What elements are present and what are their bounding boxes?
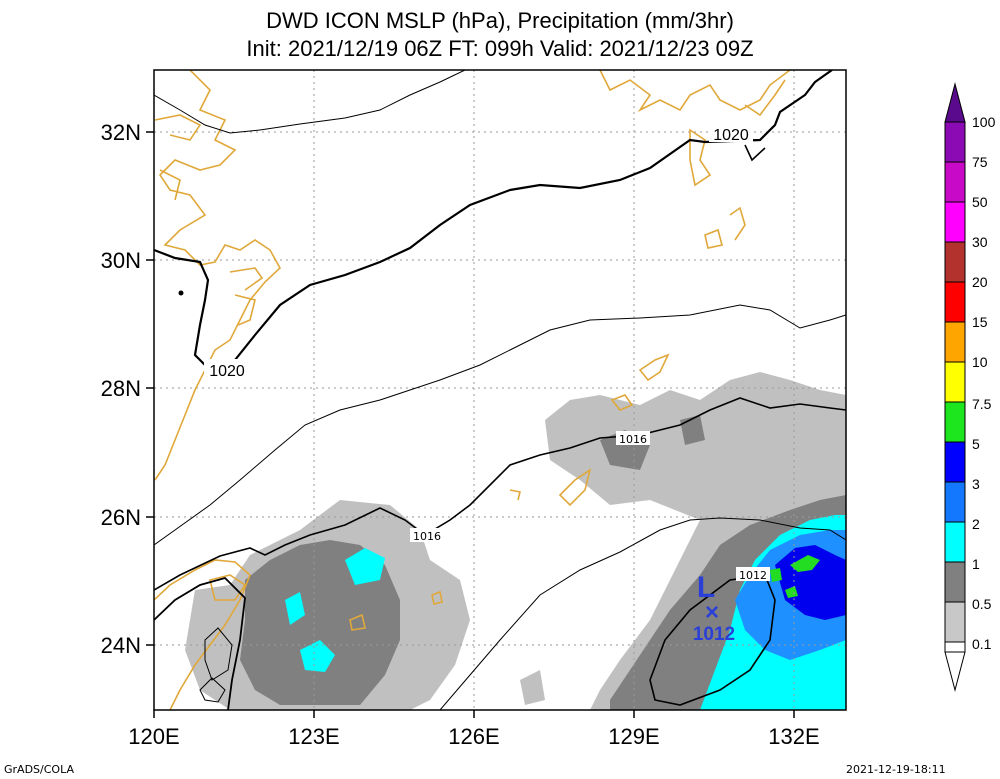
isobars	[154, 70, 846, 710]
footer-software-credit: GrADS/COLA	[4, 763, 74, 776]
colorbar-label: 100	[972, 114, 996, 130]
colorbar-label: 3	[972, 476, 980, 492]
lon-label-123e: 123E	[288, 724, 339, 749]
colorbar-label: 7.5	[972, 396, 992, 412]
lat-label-28n: 28N	[101, 376, 141, 401]
plot-border	[153, 69, 847, 711]
colorbar	[944, 82, 966, 692]
precip-green	[770, 555, 820, 598]
isobar-label-1020-ne: 1020	[713, 127, 749, 144]
isobar-label-1016-w: 1016	[413, 530, 441, 543]
colorbar-label: 2	[972, 516, 980, 532]
colorbar-label: 0.5	[972, 596, 992, 612]
low-symbol: L	[697, 571, 715, 604]
colorbar-label: 10	[972, 354, 988, 370]
lat-label-30n: 30N	[101, 248, 141, 273]
lon-label-129e: 129E	[608, 724, 659, 749]
colorbar-label: 5	[972, 436, 980, 452]
isobar-label-1020-w: 1020	[209, 363, 245, 380]
isobar-label-1012: 1012	[739, 569, 767, 582]
colorbar-label: 30	[972, 234, 988, 250]
colorbar-label: 0.1	[972, 636, 992, 652]
lon-label-126e: 126E	[448, 724, 499, 749]
map-title: DWD ICON MSLP (hPa), Precipitation (mm/3…	[266, 8, 734, 33]
lat-label-24n: 24N	[101, 633, 141, 658]
footer-timestamp: 2021-12-19-18:11	[846, 763, 946, 776]
coastlines	[154, 70, 791, 710]
lon-label-120e: 120E	[128, 724, 179, 749]
colorbar-label: 50	[972, 194, 988, 210]
lat-label-26n: 26N	[101, 505, 141, 530]
low-pressure-value: 1012	[693, 624, 735, 645]
lon-label-132e: 132E	[768, 724, 819, 749]
map-subtitle: Init: 2021/12/19 06Z FT: 099h Valid: 202…	[246, 36, 754, 61]
lat-label-32n: 32N	[101, 120, 141, 145]
colorbar-label: 75	[972, 154, 988, 170]
tick-marks	[146, 131, 795, 718]
colorbar-label: 1	[972, 556, 980, 572]
isobar-label-1016-e: 1016	[619, 433, 647, 446]
island-marker	[178, 290, 184, 296]
colorbar-label: 15	[972, 314, 988, 330]
colorbar-label: 20	[972, 274, 988, 290]
low-center-marker: ×	[705, 599, 719, 626]
